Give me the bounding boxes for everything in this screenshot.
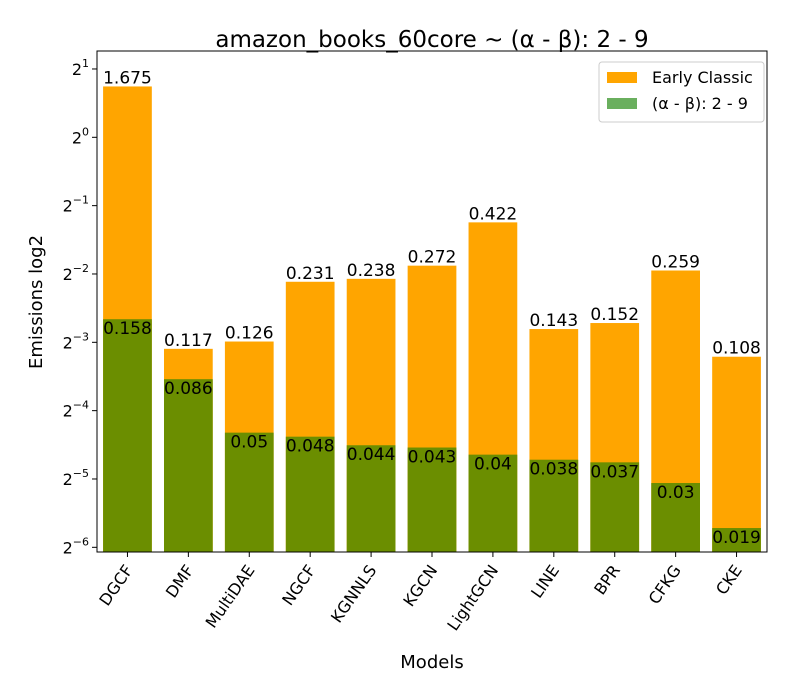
bar-alpha-beta (285, 436, 335, 552)
bar-value-label-early: 0.422 (469, 204, 518, 224)
bar-alpha-beta (590, 462, 640, 552)
x-tick-label: NGCF (278, 561, 319, 609)
bar-value-label-early: 0.231 (286, 264, 335, 284)
bar-alpha-beta (164, 379, 213, 552)
bar-value-label-alpha-beta: 0.03 (657, 483, 695, 503)
legend-box (598, 61, 765, 123)
x-axis-label: Models (400, 652, 463, 673)
bar-value-label-early: 1.675 (103, 68, 152, 88)
x-tick-label: LightGCN (443, 561, 502, 634)
x-tick-label: LINE (527, 561, 563, 601)
chart-title: amazon_books_60core ~ (α - β): 2 - 9 (215, 27, 648, 53)
y-tick-label: 20 (72, 125, 89, 147)
bar-alpha-beta (346, 445, 396, 552)
bar-value-label-alpha-beta: 0.044 (347, 445, 396, 465)
bar-value-label-early: 0.272 (408, 248, 457, 268)
bar-value-label-alpha-beta: 0.037 (590, 462, 639, 482)
bar-value-label-early: 0.238 (347, 261, 396, 281)
bar-alpha-beta (407, 447, 457, 552)
plot-area: 1.675 0.158 0.117 0.086 0.126 0.05 0.231 0.048 0… (63, 50, 768, 634)
bar-value-label-early: 0.152 (590, 305, 639, 325)
y-tick-label: 2−4 (63, 399, 89, 421)
x-tick-label: MultiDAE (202, 561, 259, 631)
y-tick-label: 21 (72, 57, 89, 79)
bar-alpha-beta (103, 319, 152, 552)
legend-label: Early Classic (652, 68, 753, 87)
legend-swatch (607, 72, 637, 83)
bar-value-label-alpha-beta: 0.019 (712, 528, 761, 548)
x-tick-label: DMF (162, 561, 198, 601)
bar-value-label-alpha-beta: 0.038 (529, 460, 578, 480)
x-tick-label: CKE (712, 561, 746, 598)
bar-value-label-alpha-beta: 0.043 (408, 448, 457, 468)
y-tick-label: 2−2 (63, 262, 89, 284)
bar-value-label-alpha-beta: 0.05 (230, 433, 268, 453)
bar-alpha-beta (651, 483, 700, 552)
bar-alpha-beta (712, 528, 761, 552)
legend-label: (α - β): 2 - 9 (652, 94, 748, 113)
bar-value-label-early: 0.143 (529, 311, 578, 331)
bar-alpha-beta (529, 459, 579, 552)
bar-value-label-alpha-beta: 0.158 (103, 319, 152, 339)
x-tick-label: CFKG (645, 561, 685, 607)
y-tick-label: 2−3 (63, 330, 89, 352)
legend: Early Classic (α - β): 2 - 9 (598, 61, 765, 123)
y-tick-label: 2−6 (63, 535, 89, 557)
y-axis-label: Emissions log2 (26, 235, 47, 369)
bar-value-label-alpha-beta: 0.048 (286, 437, 335, 457)
bar-value-label-early: 0.117 (164, 331, 213, 351)
bar-value-label-early: 0.108 (712, 339, 761, 359)
bar-value-label-early: 0.126 (225, 324, 274, 344)
x-tick-label: DGCF (95, 561, 136, 609)
legend-swatch (607, 98, 637, 109)
bar-alpha-beta (224, 432, 274, 552)
x-tick-label: KGNNLS (327, 561, 380, 626)
bar-alpha-beta (468, 454, 518, 552)
x-tick-label: KGCN (399, 561, 441, 610)
bar-early-classic (712, 356, 761, 552)
bar-value-label-alpha-beta: 0.04 (474, 455, 512, 475)
x-tick-label: BPR (590, 561, 624, 598)
bar-value-label-early: 0.259 (651, 252, 700, 272)
y-tick-label: 2−1 (63, 194, 89, 216)
bar-value-label-alpha-beta: 0.086 (164, 379, 213, 399)
y-tick-label: 2−5 (63, 467, 89, 489)
